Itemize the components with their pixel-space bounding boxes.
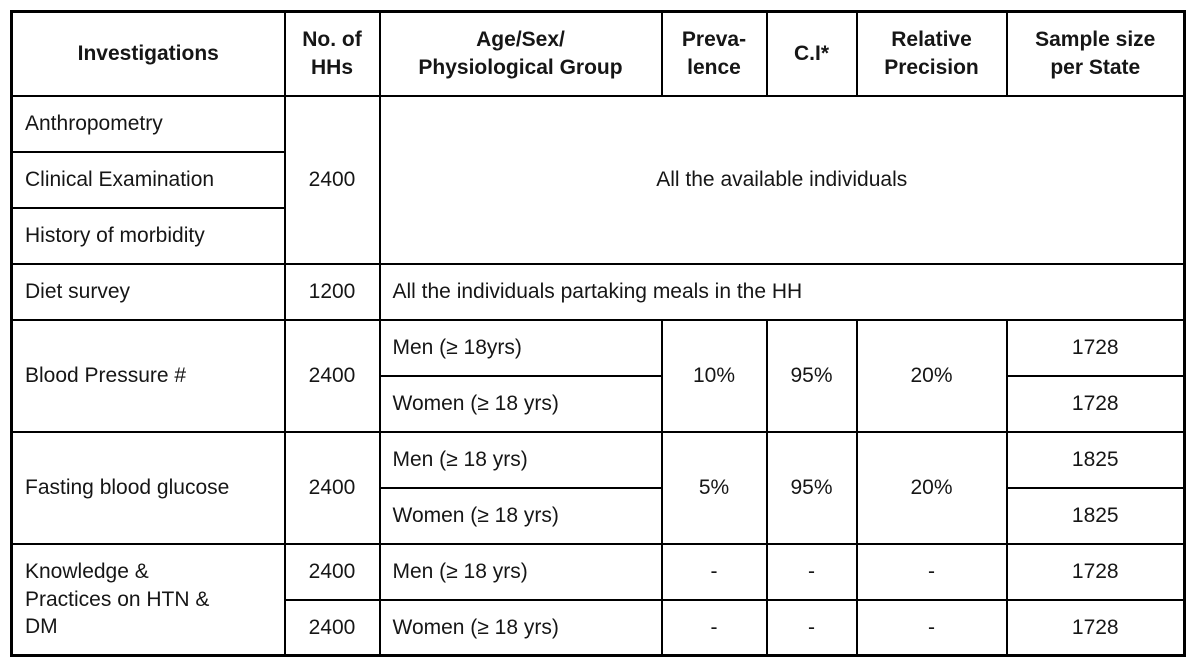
- cell-group-bp-men: Men (≥ 18yrs): [378, 318, 663, 377]
- cell-ci-knowledge-men: -: [765, 542, 858, 601]
- row-blood-pressure-women: Women (≥ 18 yrs) 1728: [12, 374, 1186, 433]
- row-history-of-morbidity: History of morbidity: [10, 206, 1185, 265]
- header-row: Investigations No. of HHs Age/Sex/ Physi…: [10, 10, 1186, 97]
- cell-sample-size-knowledge-women: 1728: [1005, 598, 1186, 657]
- cell-sample-size-bp-men: 1728: [1005, 318, 1186, 377]
- sampling-plan-table: Investigations No. of HHs Age/Sex/ Physi…: [10, 10, 1186, 657]
- header-relative-precision: Relative Precision: [855, 10, 1008, 97]
- row-clinical-examination: Clinical Examination: [10, 150, 1185, 209]
- cell-sample-size-fbg-women: 1825: [1005, 486, 1186, 545]
- cell-prevalence-knowledge-men: -: [660, 542, 768, 601]
- cell-group-fbg-men: Men (≥ 18 yrs): [378, 430, 663, 489]
- row-blood-pressure-men: Blood Pressure # 2400 Men (≥ 18yrs) 10% …: [10, 318, 1186, 433]
- header-ci: C.I*: [765, 10, 858, 97]
- row-fasting-blood-glucose-men: Fasting blood glucose 2400 Men (≥ 18 yrs…: [10, 430, 1186, 545]
- cell-no-of-hhs-knowledge-women: 2400: [283, 598, 381, 657]
- cell-group-bp-women: Women (≥ 18 yrs): [378, 374, 663, 433]
- cell-investigation-fasting-blood-glucose: Fasting blood glucose: [10, 430, 286, 545]
- header-prevalence: Preva- lence: [660, 10, 768, 97]
- cell-investigation-anthropometry: Anthropometry: [10, 94, 286, 153]
- cell-relative-precision-knowledge-men: -: [855, 542, 1008, 601]
- cell-group-knowledge-men: Men (≥ 18 yrs): [378, 542, 663, 601]
- cell-no-of-hhs-knowledge-men: 2400: [283, 542, 381, 601]
- cell-coverage-note-all-individuals: All the available individuals: [378, 94, 1186, 265]
- cell-sample-size-fbg-men: 1825: [1005, 430, 1186, 489]
- cell-ci-knowledge-women: -: [765, 598, 858, 657]
- header-age-sex-group: Age/Sex/ Physiological Group: [378, 10, 663, 97]
- cell-sample-size-bp-women: 1728: [1005, 374, 1186, 433]
- cell-group-knowledge-women: Women (≥ 18 yrs): [378, 598, 663, 657]
- cell-ci-bp: 95%: [765, 318, 858, 433]
- cell-prevalence-bp: 10%: [660, 318, 768, 433]
- row-knowledge-practices-women: 2400 Women (≥ 18 yrs) - - - 1728: [12, 598, 1186, 657]
- cell-coverage-note-diet: All the individuals partaking meals in t…: [378, 262, 1186, 321]
- row-fasting-blood-glucose-women: Women (≥ 18 yrs) 1825: [12, 486, 1186, 545]
- cell-investigation-clinical-examination: Clinical Examination: [10, 150, 286, 209]
- cell-investigation-blood-pressure: Blood Pressure #: [10, 318, 286, 433]
- cell-prevalence-knowledge-women: -: [660, 598, 768, 657]
- cell-no-of-hhs-diet: 1200: [283, 262, 381, 321]
- cell-group-fbg-women: Women (≥ 18 yrs): [378, 486, 663, 545]
- header-no-of-hhs: No. of HHs: [283, 10, 381, 97]
- row-diet-survey: Diet survey 1200 All the individuals par…: [10, 262, 1186, 321]
- cell-investigation-knowledge-practices: Knowledge & Practices on HTN & DM: [10, 542, 286, 657]
- cell-relative-precision-bp: 20%: [855, 318, 1008, 433]
- header-investigations: Investigations: [10, 10, 286, 97]
- cell-ci-fbg: 95%: [765, 430, 858, 545]
- cell-no-of-hhs-group: 2400: [283, 94, 381, 265]
- row-anthropometry: Anthropometry 2400 All the available ind…: [10, 94, 1186, 265]
- cell-prevalence-fbg: 5%: [660, 430, 768, 545]
- cell-investigation-history-of-morbidity: History of morbidity: [10, 206, 286, 265]
- cell-relative-precision-fbg: 20%: [855, 430, 1008, 545]
- cell-no-of-hhs-blood-pressure: 2400: [283, 318, 381, 433]
- row-knowledge-practices-men: Knowledge & Practices on HTN & DM 2400 M…: [10, 542, 1186, 657]
- header-sample-size: Sample size per State: [1005, 10, 1186, 97]
- cell-investigation-diet-survey: Diet survey: [10, 262, 286, 321]
- cell-relative-precision-knowledge-women: -: [855, 598, 1008, 657]
- cell-no-of-hhs-fbg: 2400: [283, 430, 381, 545]
- cell-sample-size-knowledge-men: 1728: [1005, 542, 1186, 601]
